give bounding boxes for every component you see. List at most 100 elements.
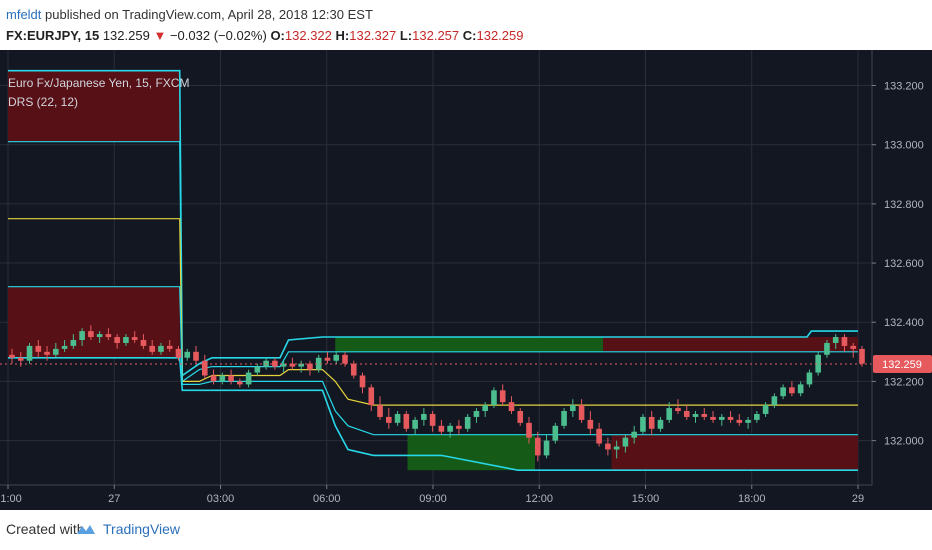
candle-body [613, 446, 620, 450]
candle-body [386, 416, 392, 423]
candle-body [394, 413, 401, 423]
candle-body [429, 413, 436, 426]
candle-body [473, 411, 480, 417]
candle [806, 369, 813, 388]
candle-body [35, 345, 42, 352]
candle-body [158, 345, 164, 352]
x-tick-label: 06:00 [313, 493, 341, 505]
series-title: Euro Fx/Japanese Yen, 15, FXCM [8, 76, 189, 90]
candle-body [44, 351, 50, 355]
candle [61, 340, 68, 352]
candle-body [350, 363, 357, 376]
candle-body [482, 405, 488, 412]
candle [96, 331, 103, 343]
band-zone-red [8, 70, 180, 142]
published-text: published on TradingView.com, April 28, … [45, 7, 373, 22]
x-tick-label: 03:00 [207, 493, 235, 505]
candle [228, 369, 234, 385]
candle [508, 396, 515, 414]
candle [272, 357, 278, 370]
candle [456, 419, 462, 435]
candle-body [675, 408, 681, 412]
indicator-label[interactable]: DRS (22, 12) [8, 95, 78, 109]
candle [718, 413, 725, 426]
candle-body [727, 416, 734, 420]
x-tick-label: 18:00 [738, 493, 766, 505]
candle [289, 357, 296, 370]
candle [517, 408, 524, 426]
candle-body [403, 413, 410, 429]
candle-body [456, 425, 462, 429]
candle-body [718, 416, 725, 420]
ohlc-bar: FX:EURJPY, 15 132.259 ▼ −0.032 (−0.02%) … [6, 28, 523, 43]
candle-body [806, 372, 813, 385]
candle-body [114, 337, 120, 343]
price-badge-text: 132.259 [882, 359, 922, 371]
candle [534, 431, 541, 462]
y-tick-label: 132.000 [884, 436, 924, 448]
candle-body [780, 387, 786, 397]
candle-body [447, 425, 453, 432]
open-label: O: [270, 28, 285, 43]
candle-body [640, 416, 646, 432]
candle-body [789, 387, 795, 394]
y-tick-label: 133.200 [884, 81, 924, 93]
candle [727, 411, 734, 423]
candle [797, 381, 804, 397]
candle-body [421, 413, 427, 420]
candle [53, 342, 59, 358]
candle-body [9, 354, 15, 358]
candle [859, 345, 865, 367]
candle [44, 345, 50, 361]
candle-body [70, 340, 77, 346]
candle [605, 437, 611, 456]
candle-body [245, 372, 252, 385]
candle-body [534, 437, 541, 456]
candle [587, 411, 594, 435]
chart-area[interactable]: 133.200 133.000 132.800 132.600 132.400 132.2… [0, 50, 932, 510]
candle [149, 340, 156, 355]
candle [482, 402, 488, 417]
candle-body [307, 363, 313, 370]
close-label: C: [462, 28, 477, 43]
candle-body [850, 345, 857, 349]
y-tick-label: 132.400 [884, 317, 924, 329]
candle [368, 384, 375, 412]
candle-body [526, 422, 532, 438]
author-link[interactable]: mfeldt [6, 7, 42, 22]
y-tick-label: 132.200 [884, 376, 924, 388]
candle-body [605, 443, 611, 450]
candle [762, 402, 769, 417]
candle-body [289, 363, 296, 367]
low-label: L: [399, 28, 413, 43]
candle-body [631, 431, 637, 438]
candle-body [184, 351, 191, 358]
candle-body [587, 419, 594, 429]
candle-body [815, 354, 821, 373]
price-badge: 132.259 [873, 354, 932, 373]
candle-body [464, 416, 471, 429]
candle-body [412, 419, 418, 429]
symbol-label[interactable]: FX:EURJPY, 15 [6, 28, 100, 43]
band-zone-red [603, 337, 858, 352]
candle [613, 440, 620, 459]
candle-body [368, 387, 375, 406]
candle-body [701, 413, 708, 417]
x-tick-label: 12:00 [525, 493, 553, 505]
price-chart[interactable]: 133.200 133.000 132.800 132.600 132.400 132.2… [0, 50, 932, 510]
candle [350, 360, 357, 379]
candle [736, 413, 743, 426]
candle [841, 334, 848, 352]
candle-body [272, 360, 278, 367]
candle-body [26, 345, 33, 361]
candle-body [552, 425, 559, 441]
tradingview-brand-link[interactable]: TradingView [103, 521, 181, 537]
candle-body [596, 428, 602, 444]
candle [35, 340, 42, 358]
y-tick-label: 133.000 [884, 140, 924, 152]
candle-body [666, 408, 673, 420]
band-line-mid [8, 218, 858, 406]
candle [832, 334, 839, 349]
candle [429, 411, 436, 432]
candle [412, 416, 418, 435]
